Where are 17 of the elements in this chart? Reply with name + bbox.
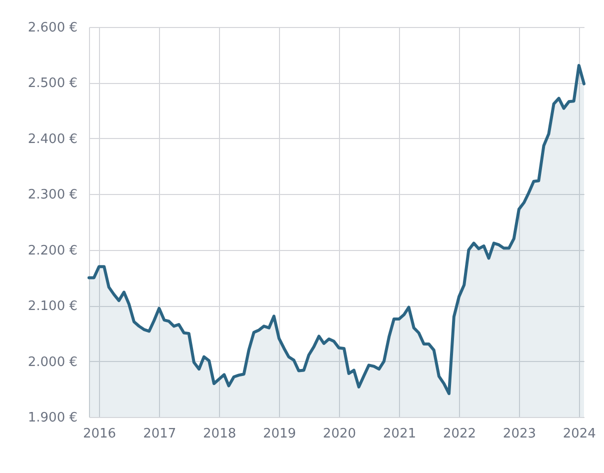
y-tick-label: 2.200 € bbox=[28, 243, 78, 258]
y-tick-label: 1.900 € bbox=[28, 410, 78, 426]
x-tick-label: 2023 bbox=[502, 426, 536, 442]
y-tick-label: 2.600 € bbox=[28, 20, 78, 36]
x-tick-label: 2022 bbox=[442, 426, 476, 442]
x-tick-label: 2017 bbox=[143, 426, 176, 442]
x-tick-label: 2024 bbox=[562, 426, 596, 442]
x-tick-label: 2019 bbox=[262, 426, 296, 442]
x-tick-label: 2016 bbox=[82, 426, 116, 442]
y-tick-label: 2.300 € bbox=[28, 188, 78, 203]
x-tick-label: 2018 bbox=[203, 426, 236, 442]
x-tick-label: 2020 bbox=[322, 426, 356, 442]
y-tick-label: 2.100 € bbox=[28, 299, 78, 314]
x-tick-label: 2021 bbox=[383, 426, 416, 442]
y-tick-label: 2.000 € bbox=[28, 354, 78, 370]
y-tick-label: 2.500 € bbox=[28, 76, 78, 92]
y-tick-label: 2.400 € bbox=[28, 132, 78, 147]
